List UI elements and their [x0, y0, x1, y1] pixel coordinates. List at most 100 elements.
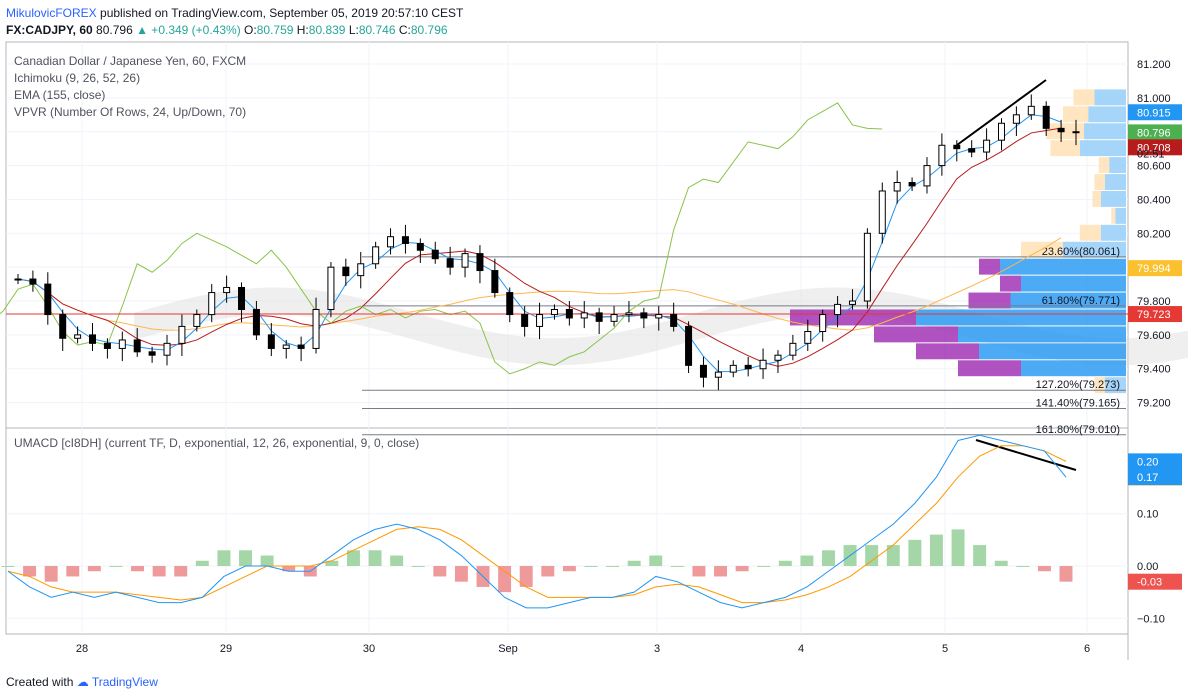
high-value: 80.839: [308, 23, 346, 37]
price-label-box: [1128, 260, 1182, 277]
macd-hist-pos: [390, 555, 404, 566]
footer-brand[interactable]: TradingView: [91, 675, 158, 689]
candle-up: [387, 236, 395, 248]
macd-hist-pos: [195, 560, 209, 566]
tradingview-icon[interactable]: ☁: [76, 675, 89, 689]
candle-down: [908, 182, 916, 187]
macd-hist-pos: [109, 566, 123, 567]
macd-hist-neg: [498, 566, 512, 593]
legend-title: Canadian Dollar / Japanese Yen, 60, FXCM: [14, 54, 246, 68]
candle-up: [625, 312, 633, 316]
vpvr-bar-up: [1000, 258, 1126, 275]
macd-hist-pos: [951, 529, 965, 566]
macd-tick-label: −0.10: [1137, 613, 1165, 625]
macd-hist-pos: [649, 555, 663, 566]
candle-down: [148, 351, 156, 356]
price-tick-label: 79.800: [1137, 296, 1171, 308]
vpvr-bar-up: [1079, 140, 1126, 157]
candle-up: [804, 331, 812, 344]
candle-up: [819, 314, 827, 333]
vpvr-bar-up: [1105, 377, 1126, 394]
price-label-text: 79.723: [1137, 309, 1171, 321]
macd-hist-pos: [260, 555, 274, 566]
price-tick-label: 81.000: [1137, 93, 1171, 105]
candle-down: [670, 314, 678, 327]
candle-up: [536, 314, 544, 327]
candle-up: [163, 342, 171, 356]
change-value: ▲ +0.349 (+0.43%): [136, 23, 241, 37]
candle-up: [655, 314, 663, 319]
vpvr-bar-up: [1021, 360, 1126, 377]
legend-ichimoku: Ichimoku (9, 26, 52, 26): [14, 71, 140, 85]
candle-down: [431, 249, 439, 260]
price-label-box: [1128, 306, 1182, 323]
open-label: O:: [244, 23, 257, 37]
close-label: C:: [398, 23, 411, 37]
candle-down: [89, 334, 97, 344]
candle-down: [238, 286, 246, 310]
candle-up: [938, 144, 946, 167]
legend-vpvr: VPVR (Number Of Rows, 24, Up/Down, 70): [14, 105, 246, 119]
macd-hist-neg: [519, 566, 533, 587]
price-labels: 80.915 80.796 80.708 79.994 79.723 02:51: [1128, 104, 1182, 323]
price-label-text: 80.915: [1137, 107, 1171, 119]
candle-down: [968, 148, 976, 153]
macd-hist-pos: [973, 545, 987, 566]
macd-hist-pos: [865, 545, 879, 566]
candle-down: [416, 242, 424, 251]
last-price: 80.796: [96, 23, 133, 37]
candle-up: [282, 344, 290, 349]
price-label-box: [1128, 104, 1182, 121]
low-label: L:: [348, 23, 359, 37]
price-tick-label: 80.400: [1137, 194, 1171, 206]
macd-hist-neg: [692, 566, 706, 577]
macd-hist-neg: [714, 566, 728, 577]
countdown-label: 02:51: [1137, 148, 1165, 160]
candle-down: [44, 283, 52, 316]
candle-down: [133, 339, 141, 353]
vpvr-bar-up: [916, 309, 1126, 326]
time-tick-label: 30: [363, 643, 375, 655]
macd-hist-pos: [346, 550, 360, 566]
macd-hist-neg: [152, 566, 166, 577]
macd-hist-pos: [800, 555, 814, 566]
price-tick-label: 81.200: [1137, 59, 1171, 71]
candle-up: [327, 266, 335, 310]
vpvr-bar-down: [874, 326, 958, 343]
candle-down: [342, 266, 350, 277]
vpvr-bar-up: [1109, 157, 1126, 174]
author-link[interactable]: MikulovicFOREX: [6, 6, 97, 20]
symbol-label: FX:CADJPY, 60: [6, 23, 93, 37]
legend-ema: EMA (155, close): [14, 88, 105, 102]
vpvr-bar-down: [979, 258, 1000, 275]
candle-up: [357, 263, 365, 277]
vpvr-bar-up: [1100, 190, 1126, 207]
macd-hist-pos: [411, 566, 425, 567]
macd-hist-pos: [1, 566, 15, 567]
vpvr-bar-up: [1100, 224, 1126, 241]
candle-up: [118, 339, 126, 349]
candles: [14, 94, 1080, 390]
time-tick-label: 29: [220, 643, 232, 655]
macd-hist-pos: [908, 539, 922, 566]
candle-down: [252, 308, 260, 336]
vpvr-bar-up: [1021, 275, 1126, 292]
candle-up: [878, 190, 886, 234]
time-tick-label: 6: [1084, 643, 1090, 655]
macd-hist-pos: [217, 550, 231, 566]
macd-hist-neg: [735, 566, 749, 572]
macd-label-text: -0.03: [1137, 577, 1162, 589]
macd-hist-pos: [584, 566, 598, 567]
macd-hist-neg: [1037, 566, 1051, 572]
footer-created: Created with: [6, 675, 74, 689]
macd-hist-neg: [23, 566, 37, 577]
price-grid: [6, 42, 1128, 634]
vpvr-bar-down: [1046, 123, 1084, 140]
price-label-box: [1128, 139, 1182, 156]
low-value: 80.746: [358, 23, 396, 37]
vpvr-bar-down: [1073, 89, 1095, 106]
candle-down: [1072, 131, 1080, 134]
fib-label: 161.80%(79.010): [1036, 424, 1120, 436]
macd-hist-pos: [1016, 566, 1030, 567]
